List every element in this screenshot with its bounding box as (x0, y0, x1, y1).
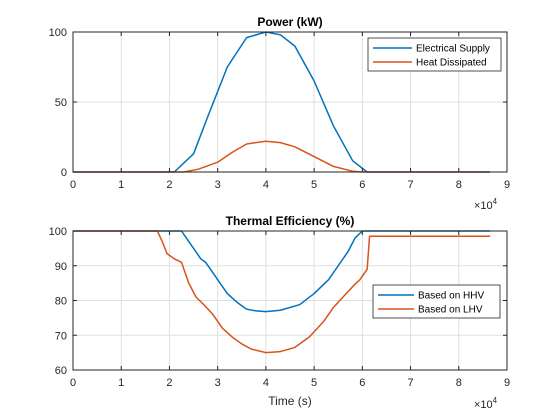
x-tick-label-4: 4 (263, 179, 269, 191)
x-tick-label-1: 1 (118, 377, 124, 389)
x-tick-label-1: 1 (118, 179, 124, 191)
x-tick-label-7: 7 (407, 377, 413, 389)
x-tick-label-6: 6 (359, 377, 365, 389)
efficiency-legend-box (372, 284, 501, 319)
x-tick-label-4: 4 (263, 377, 269, 389)
y-tick-label-100: 100 (49, 27, 67, 39)
power-legend: Electrical Supply Heat Dissipated (367, 37, 502, 72)
x-tick-label-0: 0 (70, 377, 76, 389)
y-tick-label-100: 100 (49, 226, 67, 238)
efficiency-x-exponent: ×104 (474, 396, 498, 411)
y-tick-label-80: 80 (55, 296, 67, 308)
series-line-based-on-lhv (73, 230, 491, 354)
x-tick-label-0: 0 (70, 179, 76, 191)
x-tick-label-7: 7 (407, 179, 413, 191)
legend-label-lhv: Based on LHV (418, 305, 483, 316)
legend-label-hhv: Based on HHV (418, 291, 484, 302)
legend-label-electrical-supply: Electrical Supply (416, 44, 490, 55)
efficiency-legend: Based on HHV Based on LHV (372, 284, 501, 319)
efficiency-x-axis-label: Time (s) (268, 394, 312, 408)
power-chart-title: Power (kW) (257, 15, 322, 29)
y-tick-label-60: 60 (55, 365, 67, 377)
x-tick-label-3: 3 (215, 377, 221, 389)
power-chart: 0 1 2 3 4 5 6 7 8 9 0 50 100 Power (kW) ×104 Electr… (49, 15, 510, 212)
x-tick-label-5: 5 (311, 179, 317, 191)
power-x-ticks: 0 1 2 3 4 5 6 7 8 9 (70, 32, 510, 191)
x-tick-label-9: 9 (504, 179, 510, 191)
y-tick-label-90: 90 (55, 261, 67, 273)
x-tick-label-2: 2 (166, 179, 172, 191)
power-legend-box (367, 37, 502, 72)
efficiency-series-lines (73, 230, 491, 354)
x-tick-label-9: 9 (504, 377, 510, 389)
y-tick-label-70: 70 (55, 330, 67, 342)
series-line-based-on-hhv (73, 230, 491, 313)
power-y-ticks: 0 50 100 (49, 27, 507, 179)
efficiency-y-ticks: 60 70 80 90 100 (49, 226, 507, 377)
power-x-exponent: ×104 (474, 197, 498, 212)
x-tick-label-8: 8 (456, 179, 462, 191)
efficiency-x-ticks: 0 1 2 3 4 5 6 7 8 9 (70, 231, 510, 389)
efficiency-chart-title: Thermal Efficiency (%) (226, 214, 355, 228)
y-tick-label-0: 0 (61, 167, 67, 179)
efficiency-chart: 0 1 2 3 4 5 6 7 8 9 60 70 80 90 100 Thermal Efficienc… (49, 214, 510, 411)
x-tick-label-5: 5 (311, 377, 317, 389)
x-tick-label-6: 6 (359, 179, 365, 191)
x-tick-label-8: 8 (456, 377, 462, 389)
x-tick-label-2: 2 (166, 377, 172, 389)
legend-label-heat-dissipated: Heat Dissipated (416, 58, 487, 69)
x-tick-label-3: 3 (215, 179, 221, 191)
y-tick-label-50: 50 (55, 97, 67, 109)
